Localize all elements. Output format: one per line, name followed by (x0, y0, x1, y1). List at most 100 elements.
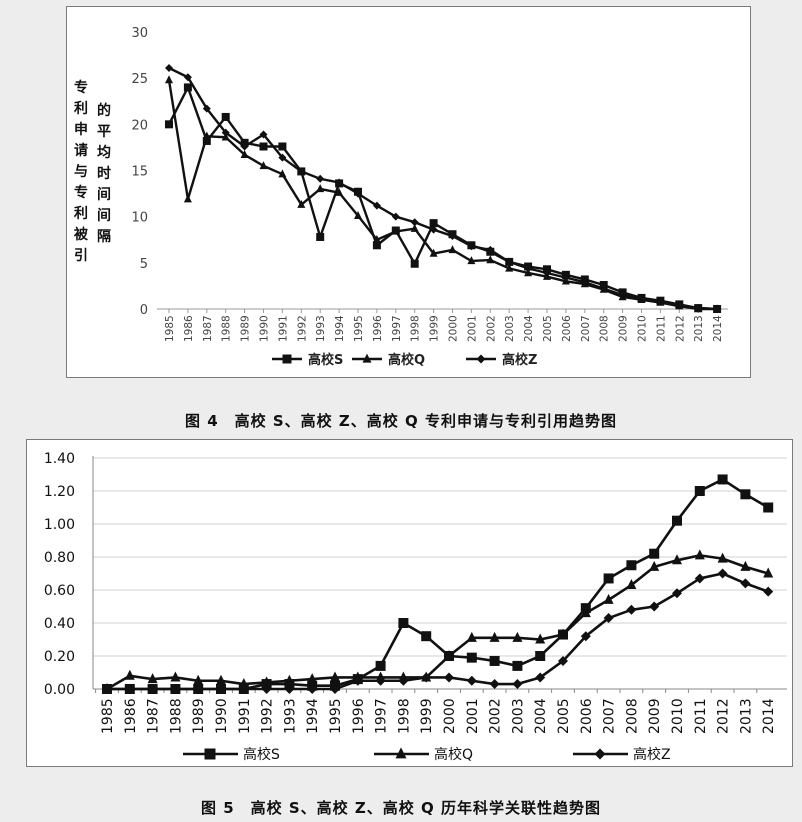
figure4-x-tick-label: 2010 (637, 315, 649, 342)
figure5-data-point (558, 655, 568, 666)
figure5-data-point (216, 684, 226, 694)
figure5-legend-marker (204, 748, 216, 760)
figure5-data-point (147, 673, 158, 684)
figure5-data-point (535, 633, 546, 644)
figure5-x-tick-label: 2014 (761, 698, 777, 734)
figure5-x-tick-label: 2002 (488, 698, 504, 734)
figure4-legend-marker (362, 353, 372, 363)
figure4-x-tick-label: 1988 (221, 315, 233, 342)
figure5-data-point (603, 573, 614, 584)
figure5-y-tick-label: 0.80 (44, 550, 75, 566)
figure5-x-tick-label: 1998 (396, 698, 412, 734)
figure4-data-point (410, 218, 419, 227)
figure4-data-point (354, 210, 362, 219)
figure4-x-tick-label: 1993 (315, 315, 327, 342)
figure5-data-point (466, 675, 477, 686)
figure4-x-tick-label: 1997 (391, 315, 403, 342)
figure5-x-tick-label: 1986 (123, 698, 139, 734)
figure5-data-point (763, 502, 774, 513)
figure4-data-point (221, 112, 230, 121)
figure4-x-tick-label: 2001 (466, 315, 478, 342)
figure5-data-point (124, 684, 135, 694)
figure5-x-tick-label: 1994 (305, 698, 321, 734)
figure5-x-tick-label: 1997 (374, 698, 390, 734)
figure4-y-tick-label: 25 (131, 72, 148, 87)
figure4-x-tick-label: 1989 (240, 315, 252, 342)
figure4-data-point (372, 241, 381, 250)
figure4-series-line (167, 79, 718, 311)
figure4-data-point (316, 184, 325, 193)
figure4-x-tick-label: 2003 (504, 315, 516, 342)
figure4-legend-marker (476, 354, 486, 364)
figure5-data-point (261, 684, 272, 694)
figure5-y-tick-label: 1.00 (44, 517, 75, 533)
figure5-data-point (580, 631, 591, 642)
figure4-data-point (259, 161, 268, 170)
figure4-x-tick-label: 2011 (655, 315, 667, 342)
figure4-data-point (467, 242, 476, 251)
figure4-legend-label: 高校Z (502, 352, 537, 368)
figure4-data-point (637, 294, 646, 303)
figure5-data-point (307, 684, 318, 694)
figure5-data-point (124, 669, 135, 680)
figure4-data-point (202, 136, 211, 145)
figure5-data-point (649, 601, 660, 612)
figure4-data-point (618, 291, 627, 300)
figure5-legend-label: 高校S (243, 746, 280, 763)
figure5-data-point (330, 684, 340, 694)
figure5-series-line (107, 572, 769, 691)
figure5-data-point (603, 593, 614, 604)
figure5-x-tick-label: 2013 (738, 698, 754, 734)
figure4-x-tick-label: 1991 (277, 315, 289, 342)
figure4-legend-label: 高校Q (388, 352, 425, 368)
figure4-data-point (505, 257, 514, 266)
figure5-data-point (284, 674, 295, 685)
figure4-x-tick-label: 1992 (296, 315, 308, 342)
figure4-data-point (486, 245, 495, 254)
figure4-data-point (259, 130, 268, 139)
figure5-data-point (763, 586, 774, 597)
figure5-data-point (694, 486, 705, 496)
figure4-data-point (240, 142, 249, 151)
figure5-data-point (672, 515, 682, 526)
figure4-data-point (278, 169, 287, 178)
figure5-data-point (649, 560, 660, 571)
figure4-data-point (335, 178, 344, 187)
figure5-x-tick-label: 1996 (351, 698, 367, 734)
figure5-x-tick-label: 2001 (465, 698, 481, 734)
figure5-legend-marker (395, 747, 407, 759)
figure5-x-tick-label: 2010 (670, 698, 686, 734)
figure5-x-tick-label: 1991 (237, 698, 253, 734)
figure5-data-point (489, 679, 500, 690)
figure4-legend-label: 高校S (308, 352, 343, 368)
figure4-y-tick-label: 30 (131, 26, 148, 41)
figure5-data-point (694, 549, 705, 560)
figure4-x-tick-label: 1998 (410, 315, 422, 342)
figure5-data-point (238, 684, 249, 694)
figure4-data-point (335, 187, 344, 196)
figure5-data-point (694, 573, 705, 584)
figure4-data-point (372, 201, 381, 210)
figure5-x-tick-label: 1987 (146, 698, 162, 734)
figure4-x-tick-label: 2008 (599, 315, 611, 342)
figure5-data-point (535, 672, 546, 683)
figure5-data-point (284, 684, 295, 694)
figure4-x-tick-label: 1995 (353, 315, 365, 342)
figure5-data-point (375, 660, 386, 671)
figure4-x-tick-label: 2000 (448, 315, 460, 342)
figure4-data-point (429, 225, 438, 234)
figure4-data-point (656, 297, 665, 306)
figure4-x-tick-label: 2004 (523, 315, 535, 342)
figure4-x-tick-label: 1986 (183, 315, 195, 342)
figure4-x-tick-label: 2005 (542, 315, 554, 342)
figure5-x-tick-label: 1992 (260, 698, 276, 734)
figure4-legend-marker (282, 354, 292, 364)
figure5-series-line (106, 554, 769, 691)
figure4-data-point (448, 232, 457, 241)
figure4-data-point (278, 142, 287, 151)
figure5-y-tick-label: 1.40 (44, 451, 75, 467)
figure4-x-tick-label: 1990 (259, 315, 271, 342)
figure4-x-tick-label: 1985 (164, 315, 176, 342)
